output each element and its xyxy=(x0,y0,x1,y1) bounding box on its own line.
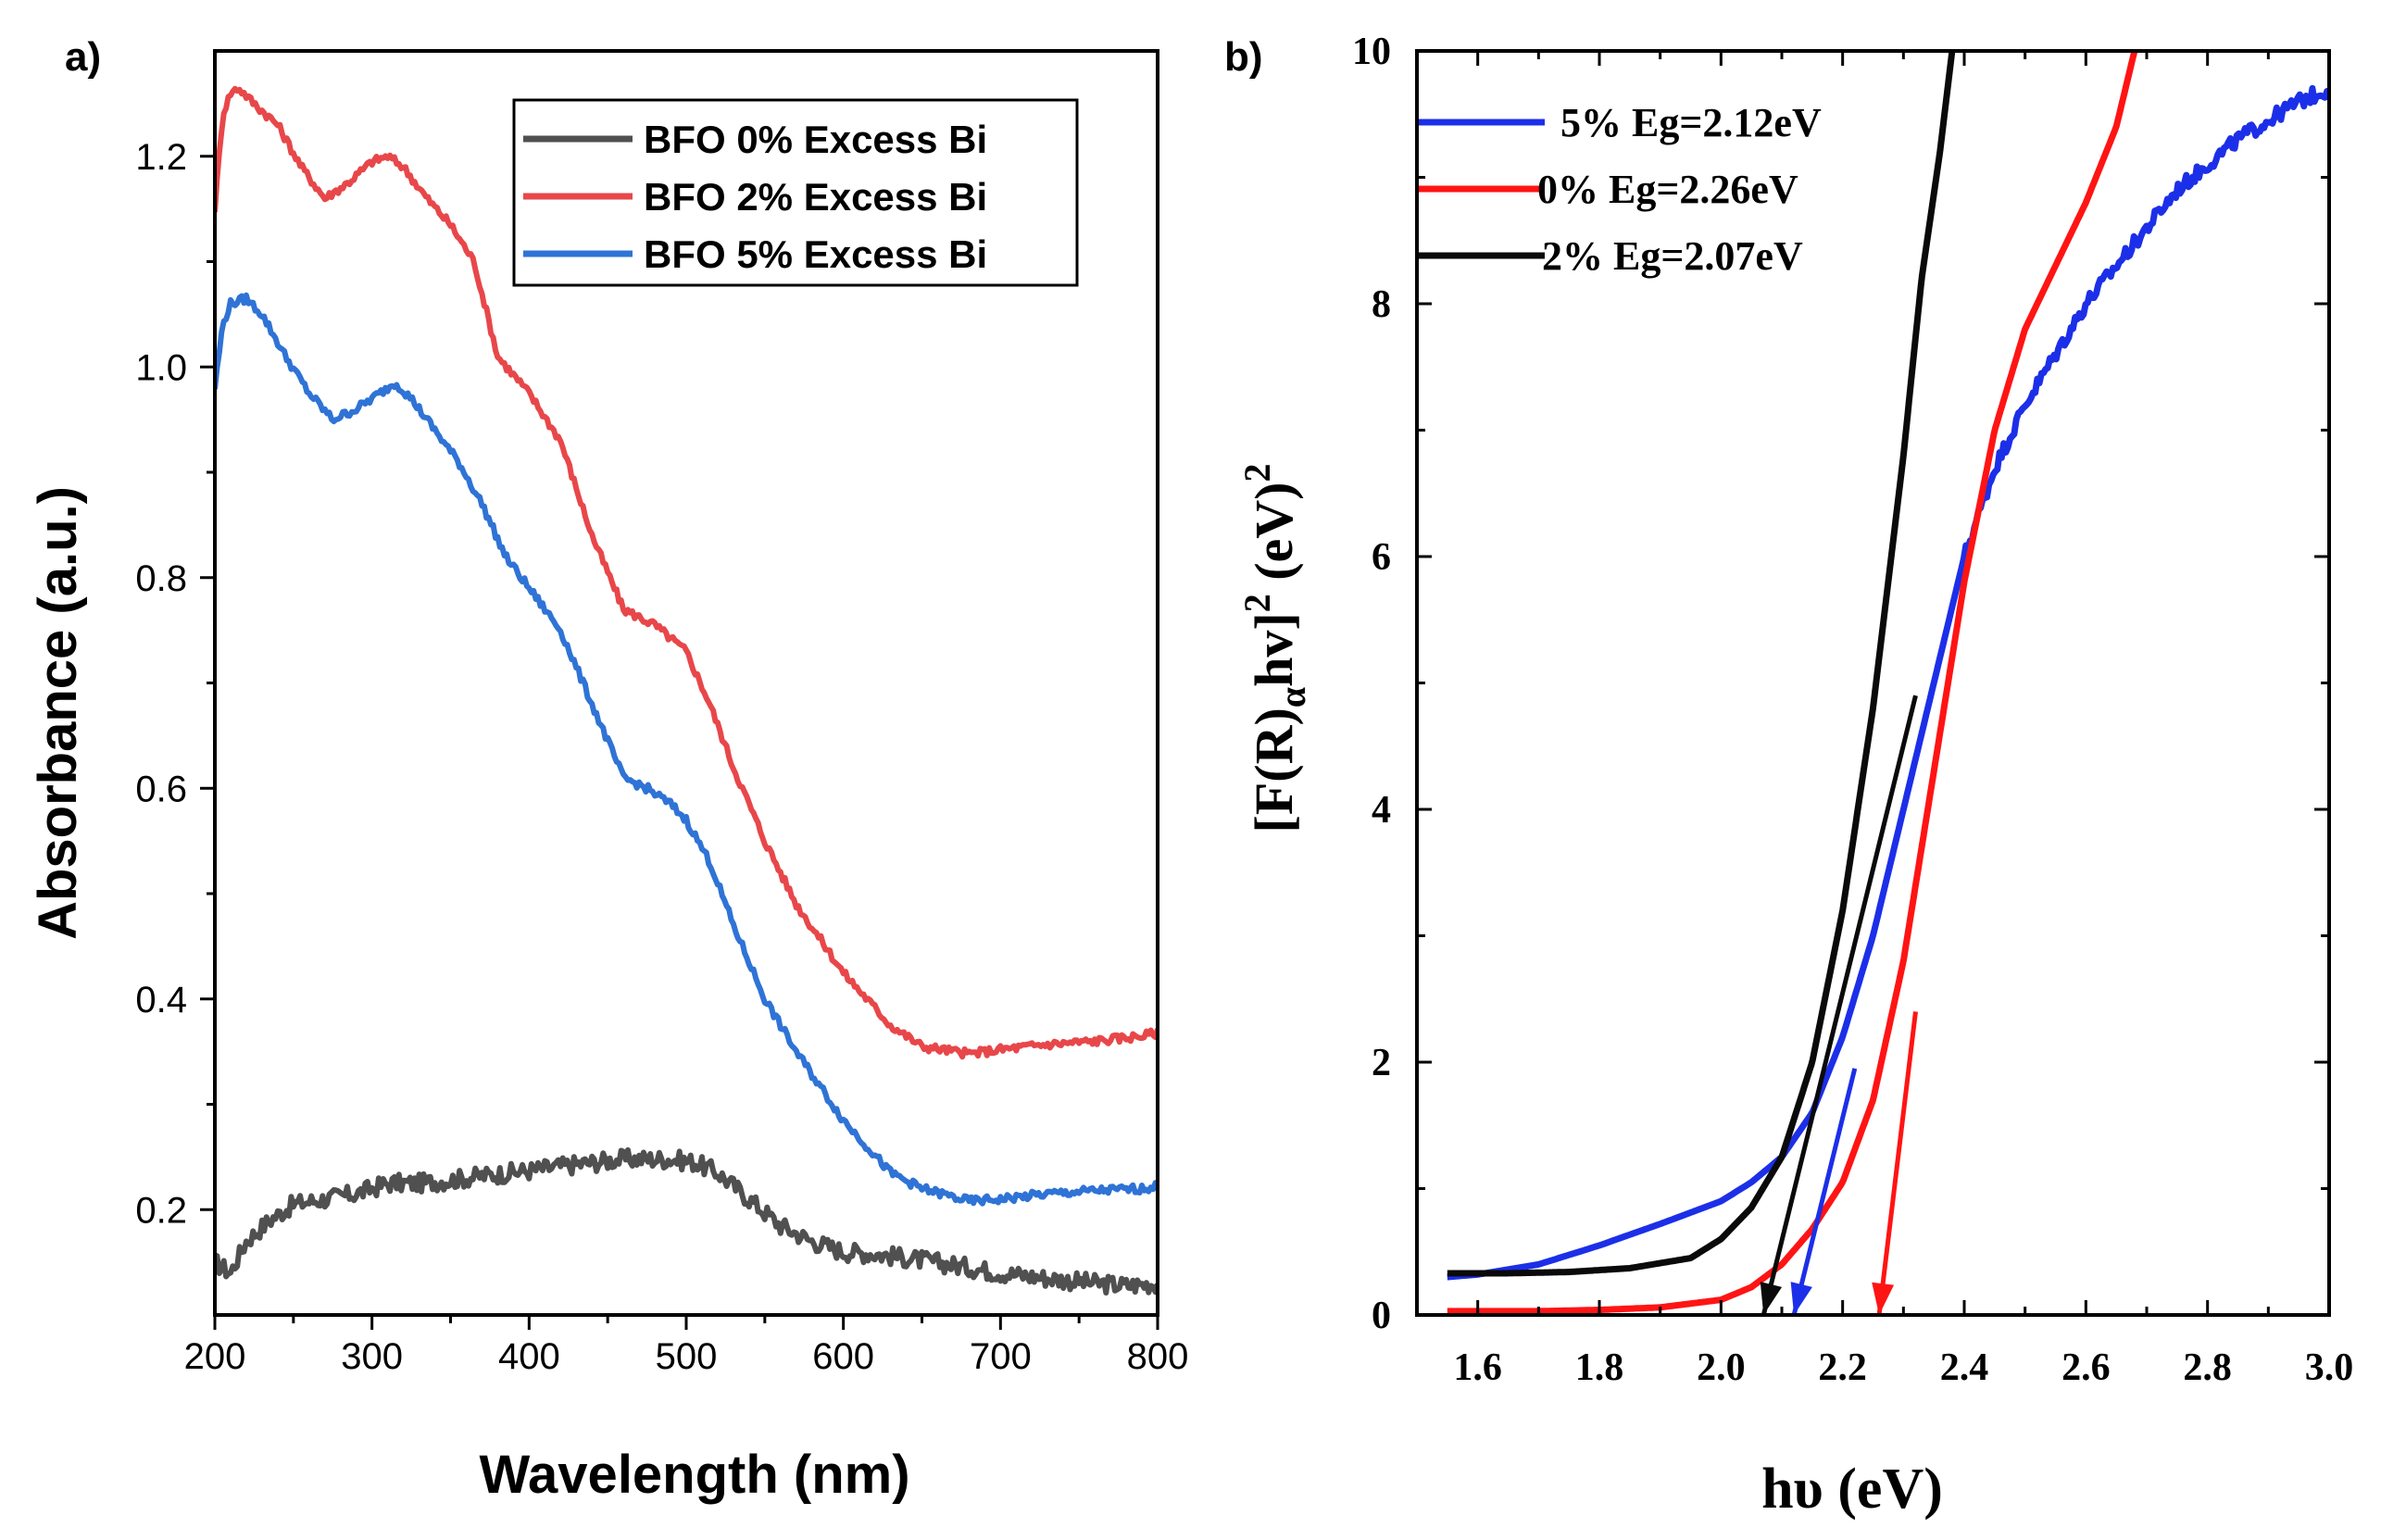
y-tick-label: 4 xyxy=(1372,789,1391,832)
axes-b: 1.6 1.8 2.0 2.2 2.4 2.6 2.8 3.0 0 2 4 6 8 10 xyxy=(1352,31,2353,1389)
x-tick-label: 700 xyxy=(970,1336,1032,1377)
y-tick-label: 0.4 xyxy=(135,980,187,1020)
series-line-1 xyxy=(215,1146,1158,1296)
tangent-arrowhead-1 xyxy=(1760,1282,1783,1315)
legend-entry: 0% Eg=2.26eV xyxy=(1537,167,1798,212)
y-axis-label-b: [F(R)αhv]2 (eV)2 xyxy=(1236,464,1313,833)
plot-area-b xyxy=(1445,51,2329,1316)
series-line-2 xyxy=(1446,51,2138,1315)
y-axis-label-a: Absorbance (a.u.) xyxy=(28,486,88,940)
series-line-3 xyxy=(1445,51,1956,1277)
y-tick-label: 0.8 xyxy=(135,558,187,599)
tangent-arrowhead-2 xyxy=(1790,1282,1812,1315)
panel-label-a: a) xyxy=(65,34,101,80)
legend-entry: BFO 5% Excess Bi xyxy=(644,232,987,276)
y-tick-label: 8 xyxy=(1372,283,1391,326)
legend-entry: BFO 2% Excess Bi xyxy=(644,175,987,219)
x-tick-label: 1.8 xyxy=(1575,1346,1624,1389)
panel-label-b: b) xyxy=(1224,34,1263,80)
tangent-line-2 xyxy=(1791,1068,1858,1316)
y-tick-label: 2 xyxy=(1372,1042,1391,1084)
x-tick-label: 1.6 xyxy=(1453,1346,1502,1389)
x-tick-label: 600 xyxy=(812,1336,874,1377)
series-line-1 xyxy=(1446,84,2329,1281)
panel-a: a) 200 300 400 500 600 700 800 0.2 0.4 0.6 0.8 1.0 1… xyxy=(28,34,1188,1505)
legend-entry: 2% Eg=2.07eV xyxy=(1542,233,1803,279)
legend-b: 5% Eg=2.12eV 0% Eg=2.26eV 2% Eg=2.07eV xyxy=(1419,100,1822,279)
y-tick-label: 1.2 xyxy=(135,137,187,178)
tangent-arrowhead-3 xyxy=(1872,1282,1895,1315)
axes-a: 200 300 400 500 600 700 800 0.2 0.4 0.6 0.8 1.0 1.2 xyxy=(135,49,1189,1377)
legend-entry: 5% Eg=2.12eV xyxy=(1560,100,1822,145)
series-line-2 xyxy=(215,85,1158,1060)
x-tick-label: 2.0 xyxy=(1697,1346,1746,1389)
y-tick-label: 6 xyxy=(1372,536,1391,579)
plot-area-a xyxy=(215,85,1158,1296)
y-tick-label: 0 xyxy=(1372,1295,1391,1337)
x-tick-label: 300 xyxy=(341,1336,403,1377)
x-tick-label: 3.0 xyxy=(2305,1346,2354,1389)
x-tick-label: 2.6 xyxy=(2061,1346,2111,1389)
y-tick-label: 1.0 xyxy=(135,347,187,388)
y-tick-label: 0.2 xyxy=(135,1190,187,1231)
y-tick-label: 10 xyxy=(1352,31,1391,73)
tangent-line-3 xyxy=(1876,1011,1918,1316)
x-tick-label: 800 xyxy=(1127,1336,1189,1377)
x-tick-label: 2.4 xyxy=(1940,1346,1989,1389)
x-tick-label: 500 xyxy=(656,1336,718,1377)
legend-a: BFO 0% Excess Bi BFO 2% Excess Bi BFO 5% E… xyxy=(512,98,1079,287)
x-tick-label: 400 xyxy=(498,1336,560,1377)
x-axis-label-b: hυ (eV) xyxy=(1761,1458,1943,1521)
series-line-3 xyxy=(215,292,1158,1207)
x-tick-label: 2.2 xyxy=(1818,1346,1867,1389)
y-tick-label: 0.6 xyxy=(135,769,187,809)
x-axis-label-a: Wavelength (nm) xyxy=(479,1445,909,1505)
panel-b: b) 1.6 1.8 2.0 2.2 2.4 2.6 2.8 3.0 0 2 4 6 8 10 hυ (e… xyxy=(1224,31,2353,1521)
x-tick-label: 2.8 xyxy=(2183,1346,2232,1389)
legend-entry: BFO 0% Excess Bi xyxy=(644,118,987,161)
x-tick-label: 200 xyxy=(184,1336,246,1377)
tangent-line-1 xyxy=(1761,695,1918,1316)
